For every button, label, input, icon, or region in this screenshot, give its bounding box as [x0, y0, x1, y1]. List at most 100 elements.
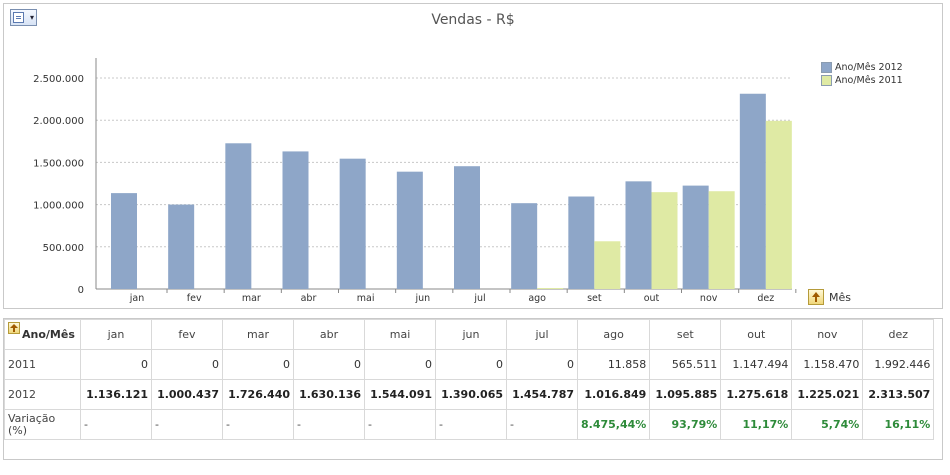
table-cell: - [151, 409, 223, 440]
x-tick-label: mai [357, 293, 375, 304]
row-header: 2011 [4, 349, 81, 380]
table-header-row: Ano/Mês jan fev mar abr mai jun jul ago set out nov… [4, 319, 935, 350]
bar-out-2012 [625, 181, 652, 289]
x-tick-label: nov [700, 293, 718, 304]
table-cell: 1.992.446 [862, 349, 935, 380]
table-row: 2011 0 0 0 0 0 0 0 11.858 565.511 1.147.494 1.158.4… [4, 349, 935, 380]
x-tick-label: ago [528, 293, 546, 304]
column-header-jun: jun [435, 319, 507, 350]
table-cell: - [222, 409, 294, 440]
table-cell: 0 [80, 349, 152, 380]
table-cell: 8.475,44% [576, 409, 651, 440]
drill-up-axis-button[interactable]: Mês [808, 289, 851, 305]
corner-label: Ano/Mês [22, 327, 75, 341]
legend-item: Ano/Mês 2011 [821, 74, 903, 86]
table-cell: 565.511 [649, 349, 722, 380]
column-header-jul: jul [506, 319, 578, 350]
table-cell: 5,74% [791, 409, 864, 440]
bar-chart: 0 500.000 1.000.000 1.500.000 2.000.000 2.500… [33, 58, 797, 304]
table-cell: 11.858 [576, 349, 651, 380]
y-tick-label: 500.000 [43, 243, 84, 254]
dropdown-arrow-icon: ▾ [29, 13, 34, 22]
column-header-fev: fev [151, 319, 223, 350]
bar-jul-2012 [454, 166, 480, 289]
chart-title: Vendas - R$ [431, 12, 515, 28]
x-tick-label: dez [757, 293, 774, 304]
legend-item: Ano/Mês 2012 [821, 61, 903, 73]
table-cell: 1.726.440 [222, 379, 294, 410]
table-cell: - [435, 409, 507, 440]
bar-abr-2012 [282, 151, 309, 289]
table-cell: 16,11% [862, 409, 935, 440]
table-cell: 1.225.021 [791, 379, 864, 410]
bar-out-2011 [651, 192, 678, 289]
data-table: Ano/Mês jan fev mar abr mai jun jul ago set out nov… [4, 319, 935, 440]
legend-label: Ano/Mês 2012 [835, 61, 903, 73]
bar-dez-2012 [739, 93, 766, 289]
table-cell: 0 [293, 349, 365, 380]
table-cell: 0 [506, 349, 578, 380]
bar-nov-2011 [708, 191, 735, 289]
x-tick-label: fev [187, 293, 202, 304]
legend-swatch [821, 74, 832, 86]
chart-legend: Ano/Mês 2012 Ano/Mês 2011 [821, 61, 903, 87]
chart-panel: ▾ Vendas - R$ 0 500.000 1.000.000 1.500.000… [3, 3, 943, 309]
table-row: 2012 1.136.121 1.000.437 1.726.440 1.630.136… [4, 379, 935, 410]
table-cell: 1.630.136 [293, 379, 365, 410]
bar-mai-2012 [339, 158, 366, 289]
column-header-ago: ago [576, 319, 651, 350]
bar-fev-2012 [168, 204, 195, 289]
chart-menu-button[interactable]: ▾ [10, 9, 37, 26]
table-cell: 1.136.121 [80, 379, 152, 410]
table-corner-header[interactable]: Ano/Mês [4, 319, 81, 350]
x-tick-label: jul [473, 293, 485, 304]
table-cell: 1.147.494 [720, 349, 793, 380]
legend-label: Ano/Mês 2011 [835, 74, 903, 86]
drill-up-icon [808, 289, 824, 305]
table-cell: 93,79% [649, 409, 722, 440]
column-header-dez: dez [862, 319, 935, 350]
table-cell: 0 [222, 349, 294, 380]
table-cell: 1.275.618 [720, 379, 793, 410]
table-cell: - [364, 409, 436, 440]
x-tick-label: mar [242, 293, 261, 304]
row-header: Variação (%) [4, 409, 81, 440]
x-tick-label: jan [129, 293, 144, 304]
table-cell: - [506, 409, 578, 440]
y-tick-label: 2.000.000 [33, 116, 84, 127]
table-cell: - [293, 409, 365, 440]
table-cell: 1.095.885 [649, 379, 722, 410]
bar-jun-2012 [396, 171, 423, 289]
bar-set-2011 [594, 241, 621, 289]
x-tick-label: set [587, 293, 602, 304]
column-header-set: set [649, 319, 722, 350]
data-table-panel: Ano/Mês jan fev mar abr mai jun jul ago set out nov… [3, 318, 943, 460]
bar-set-2012 [568, 196, 595, 289]
table-cell: - [80, 409, 152, 440]
y-tick-label: 1.000.000 [33, 201, 84, 212]
bar-jan-2012 [111, 193, 137, 289]
bar-ago-2012 [511, 203, 538, 289]
x-axis-label: Mês [829, 290, 851, 304]
column-header-mar: mar [222, 319, 294, 350]
row-header: 2012 [4, 379, 81, 410]
table-cell: 1.158.470 [791, 349, 864, 380]
column-header-jan: jan [80, 319, 152, 350]
column-header-mai: mai [364, 319, 436, 350]
table-cell: 0 [435, 349, 507, 380]
table-cell: 1.544.091 [364, 379, 436, 410]
bar-mar-2012 [225, 143, 252, 289]
table-cell: 0 [151, 349, 223, 380]
x-tick-label: jun [414, 293, 430, 304]
table-cell: 1.000.437 [151, 379, 223, 410]
bar-ago-2011 [537, 287, 564, 289]
column-header-out: out [720, 319, 793, 350]
y-tick-label: 1.500.000 [33, 158, 84, 169]
x-tick-label: out [644, 293, 660, 304]
table-row: Variação (%) - - - - - - -8.475,44% 93,79% 11,17%… [4, 409, 935, 440]
drill-up-icon [8, 322, 20, 334]
table-cell: 1.454.787 [506, 379, 578, 410]
column-header-nov: nov [791, 319, 864, 350]
y-tick-label: 0 [78, 285, 84, 296]
column-header-abr: abr [293, 319, 365, 350]
